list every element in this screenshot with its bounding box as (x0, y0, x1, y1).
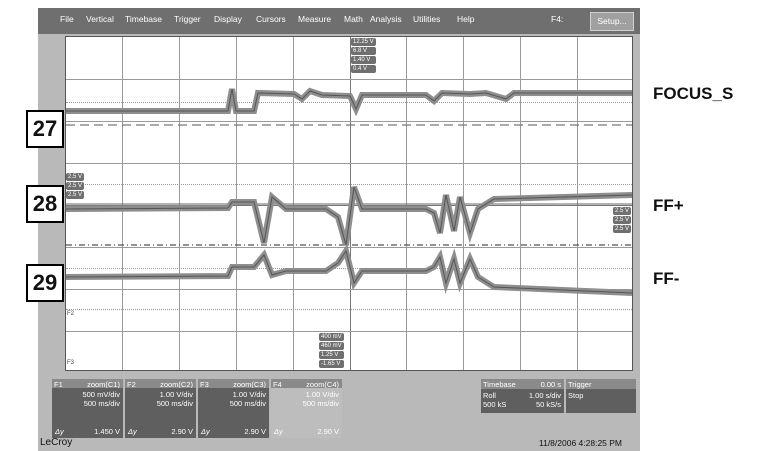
panel-f1-dy-value: 1.450 V (94, 427, 120, 436)
left-readouts: 2.5 V 2.5 V 2.5 V (66, 173, 85, 199)
readout-top-4: 0.4 V (351, 65, 376, 73)
timebase-mode: Roll (483, 391, 496, 400)
readout-bottom-3: 1.25 V (319, 351, 344, 359)
panel-f1-line2: 500 ms/div (83, 399, 120, 408)
readout-right-2: 2.5 V (612, 216, 631, 224)
menu-math[interactable]: Math (344, 14, 363, 24)
readout-top-3: 1.40 V (351, 56, 376, 64)
panel-f3[interactable]: F3 zoom(C3) 1.00 V/div 500 ms/div Δy 2.9… (198, 379, 269, 438)
f4-label: F4: (551, 14, 564, 24)
panel-f4[interactable]: F4 zoom(C4) 1.00 V/div 500 ms/div Δy 2.9… (271, 379, 342, 438)
channel-number-29: 29 (26, 264, 64, 302)
menu-analysis[interactable]: Analysis (370, 14, 402, 24)
panel-f3-title: zoom(C3) (233, 380, 266, 389)
readout-bottom-1: 400 mV (319, 333, 344, 341)
ground-marker-f2: F2 (67, 311, 75, 317)
waveform-grid[interactable]: 12.25 V 6.8 V 1.40 V 0.4 V 400 mV 460 mV… (65, 36, 633, 371)
panel-f2-id: F2 (127, 380, 136, 389)
menu-help[interactable]: Help (457, 14, 475, 24)
timebase-value: 0.00 s (540, 380, 561, 389)
panel-f3-dy-label: Δy (201, 427, 210, 436)
top-readouts: 12.25 V 6.8 V 1.40 V 0.4 V (351, 38, 376, 73)
brand-logo: LeCroy (40, 437, 73, 448)
panel-f4-line2: 500 ms/div (302, 399, 339, 408)
panel-f4-line1: 1.00 V/div (305, 390, 339, 399)
timebase-samples: 500 kS (483, 400, 507, 409)
panel-f4-id: F4 (273, 380, 282, 389)
signal-label-ff-minus: FF- (653, 269, 680, 288)
signal-label-focus-s: FOCUS_S (653, 84, 734, 103)
bottom-readouts: 400 mV 460 mV 1.25 V -1.65 V (319, 333, 344, 368)
readout-right-3: 2.5 V (612, 225, 631, 233)
panel-f3-line1: 1.00 V/div (232, 390, 266, 399)
timebase-panel[interactable]: Timebase 0.00 s Roll 1.00 s/div 500 kS 5… (481, 379, 564, 413)
panel-f3-line2: 500 ms/div (229, 399, 266, 408)
timebase-title: Timebase (483, 380, 516, 389)
panel-f1-id: F1 (54, 380, 63, 389)
trigger-body: Stop (566, 389, 636, 413)
panel-f3-id: F3 (200, 380, 209, 389)
panel-f4-dy-value: 2.90 V (317, 427, 339, 436)
trace-focus-s (66, 87, 632, 117)
right-readouts: 2.5 V 2.5 V 2.5 V (612, 207, 631, 233)
timebase-body: Roll 1.00 s/div 500 kS 50 kS/s (481, 389, 564, 413)
panel-f2-line2: 500 ms/div (156, 399, 193, 408)
trace-ff-plus (66, 185, 632, 246)
panel-f3-dy-value: 2.90 V (244, 427, 266, 436)
channel-number-28: 28 (26, 185, 64, 223)
menu-cursors[interactable]: Cursors (256, 14, 286, 24)
trace-ff-minus (66, 243, 632, 296)
menu-vertical[interactable]: Vertical (86, 14, 114, 24)
panel-f1-title: zoom(C1) (87, 380, 120, 389)
readout-bottom-2: 460 mV (319, 342, 344, 350)
readout-top-1: 12.25 V (351, 38, 376, 46)
panel-f2-dy-value: 2.90 V (171, 427, 193, 436)
panel-f2-line1: 1.00 V/div (159, 390, 193, 399)
menu-measure[interactable]: Measure (298, 14, 332, 24)
ground-marker-f3: F3 (67, 360, 75, 366)
readout-bottom-4: -1.65 V (319, 360, 344, 368)
timebase-srate: 50 kS/s (535, 400, 561, 409)
menu-bar: File Vertical Timebase Trigger Display C… (38, 8, 640, 34)
panel-f1-line1: 500 mV/div (82, 390, 120, 399)
panel-f2-dy-label: Δy (128, 427, 137, 436)
panel-f1-dy-label: Δy (55, 427, 64, 436)
menu-file[interactable]: File (60, 14, 74, 24)
readout-right-1: 2.5 V (612, 207, 631, 215)
signal-label-ff-plus: FF+ (653, 196, 684, 215)
menu-timebase[interactable]: Timebase (125, 14, 163, 24)
panel-f2-title: zoom(C2) (160, 380, 193, 389)
timebase-rate: 1.00 s/div (528, 391, 561, 400)
setup-button[interactable]: Setup... (590, 12, 634, 31)
panel-f4-title: zoom(C4) (306, 380, 339, 389)
trigger-title: Trigger (568, 380, 592, 389)
menu-utilities[interactable]: Utilities (413, 14, 441, 24)
timestamp: 11/8/2006 4:28:25 PM (539, 438, 623, 448)
readout-top-2: 6.8 V (351, 47, 376, 55)
trigger-panel[interactable]: Trigger Stop (566, 379, 636, 413)
channel-number-27: 27 (26, 110, 64, 148)
waveform-traces (66, 87, 632, 296)
readout-left-2: 2.5 V (66, 182, 85, 190)
trigger-state: Stop (568, 391, 584, 400)
panel-f1[interactable]: F1 zoom(C1) 500 mV/div 500 ms/div Δy 1.4… (52, 379, 123, 438)
panel-f4-dy-label: Δy (274, 427, 283, 436)
readout-left-3: 2.5 V (66, 191, 85, 199)
readout-left-1: 2.5 V (66, 173, 85, 181)
panel-f2[interactable]: F2 zoom(C2) 1.00 V/div 500 ms/div Δy 2.9… (125, 379, 196, 438)
menu-display[interactable]: Display (214, 14, 242, 24)
menu-trigger[interactable]: Trigger (174, 14, 201, 24)
